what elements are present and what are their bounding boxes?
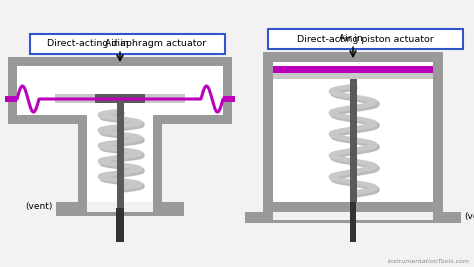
Bar <box>273 66 433 73</box>
Bar <box>87 115 153 202</box>
Bar <box>55 94 185 103</box>
Bar <box>223 96 235 102</box>
Bar <box>245 212 273 220</box>
Bar <box>117 103 124 242</box>
Text: Direct-acting piston actuator: Direct-acting piston actuator <box>297 34 433 44</box>
Bar <box>116 208 124 242</box>
Bar <box>273 68 433 79</box>
Bar <box>153 115 162 202</box>
Bar <box>153 202 184 212</box>
Bar <box>433 212 461 220</box>
Bar <box>95 94 145 103</box>
Bar <box>263 202 443 212</box>
Bar <box>153 115 232 124</box>
Bar <box>5 96 17 102</box>
Bar <box>350 202 356 242</box>
Bar <box>116 47 124 66</box>
Bar <box>223 57 232 115</box>
FancyBboxPatch shape <box>268 29 463 49</box>
Bar <box>350 79 357 202</box>
Text: (vent): (vent) <box>464 211 474 221</box>
Bar <box>263 52 443 62</box>
Bar <box>56 202 87 212</box>
Text: Air in: Air in <box>105 39 129 48</box>
Bar <box>56 212 184 216</box>
Bar <box>17 66 223 115</box>
Bar <box>8 115 87 124</box>
Text: InstrumentationTools.com: InstrumentationTools.com <box>388 259 470 264</box>
Text: (vent): (vent) <box>26 202 53 211</box>
FancyBboxPatch shape <box>30 34 225 54</box>
Bar <box>245 220 461 223</box>
Text: Direct-acting diaphragm actuator: Direct-acting diaphragm actuator <box>47 40 207 49</box>
Text: Air in: Air in <box>339 34 363 43</box>
Bar <box>433 52 443 212</box>
Bar <box>263 52 273 212</box>
Bar <box>273 62 433 202</box>
Bar <box>8 57 17 115</box>
Bar <box>8 57 232 66</box>
Bar <box>349 43 357 62</box>
Bar <box>118 45 122 54</box>
Bar <box>78 115 87 202</box>
Bar <box>351 41 355 50</box>
